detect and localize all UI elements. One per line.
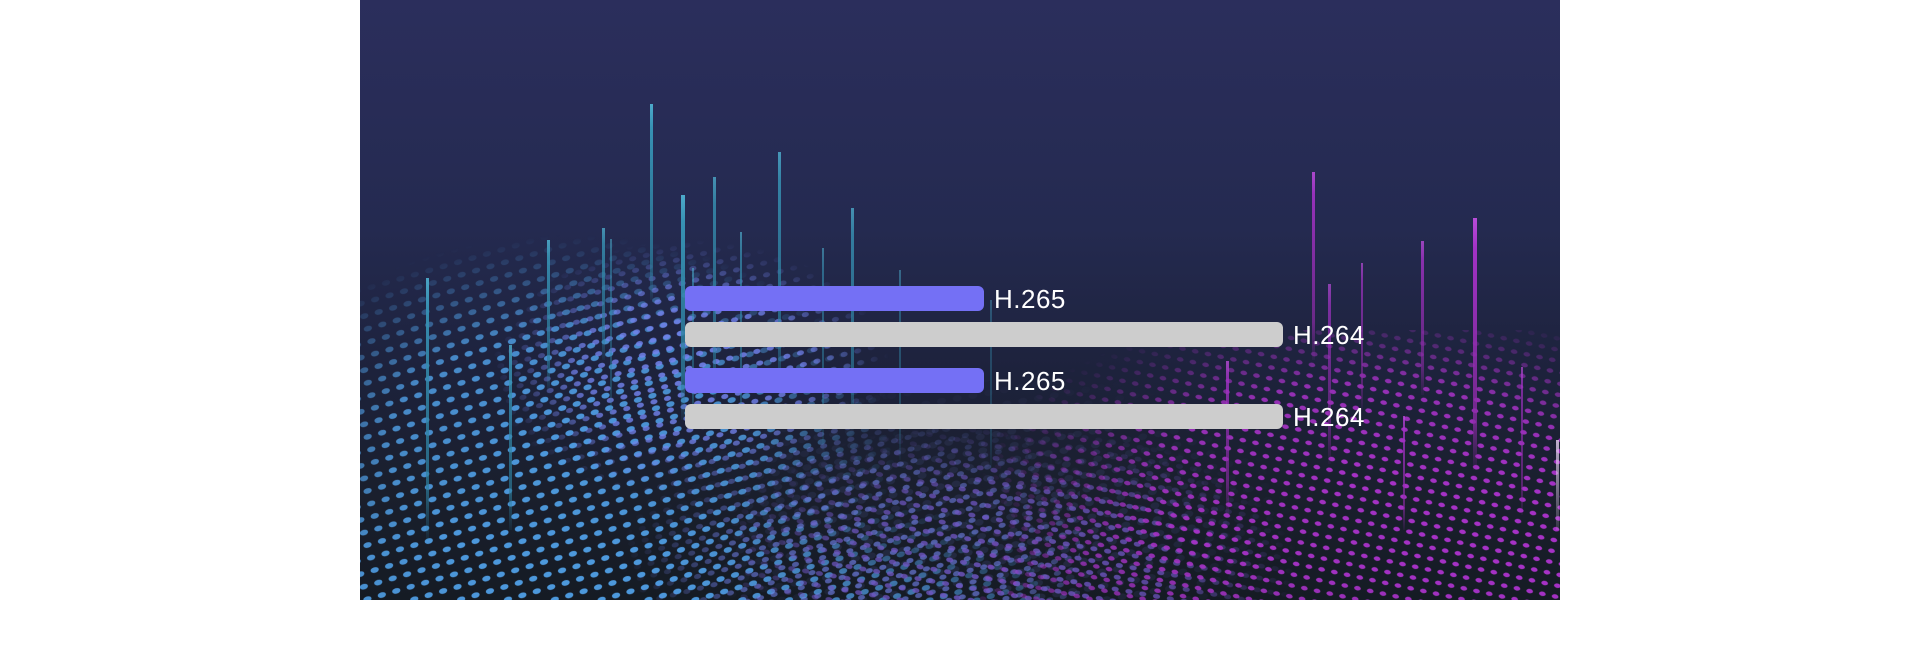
comparison-group-1: H.265 H.264 [685,283,1364,348]
h264-bar-label: H.264 [1293,401,1365,432]
h264-bar-label: H.264 [1293,319,1365,350]
magenta-dot-wave [980,330,1560,600]
lavender-edge-line [1556,440,1559,530]
comparison-group-2: H.265 H.264 [685,365,1364,430]
codec-comparison-chart: H.265 H.264 H.265 H.264 [685,283,1364,440]
banner: H.265 H.264 H.265 H.264 [360,0,1560,600]
h265-bar-label: H.265 [994,365,1066,396]
magenta-glow-lines [1226,172,1559,530]
bar-row-h264: H.264 [685,322,1364,348]
h264-bar [685,404,1283,429]
h265-bar-label: H.265 [994,283,1066,314]
bar-row-h265: H.265 [685,283,1283,314]
bar-row-h265: H.265 [685,365,1283,396]
bar-row-h264: H.264 [685,404,1364,430]
h265-bar [685,368,984,393]
h265-bar [685,286,984,311]
h264-bar [685,322,1283,347]
